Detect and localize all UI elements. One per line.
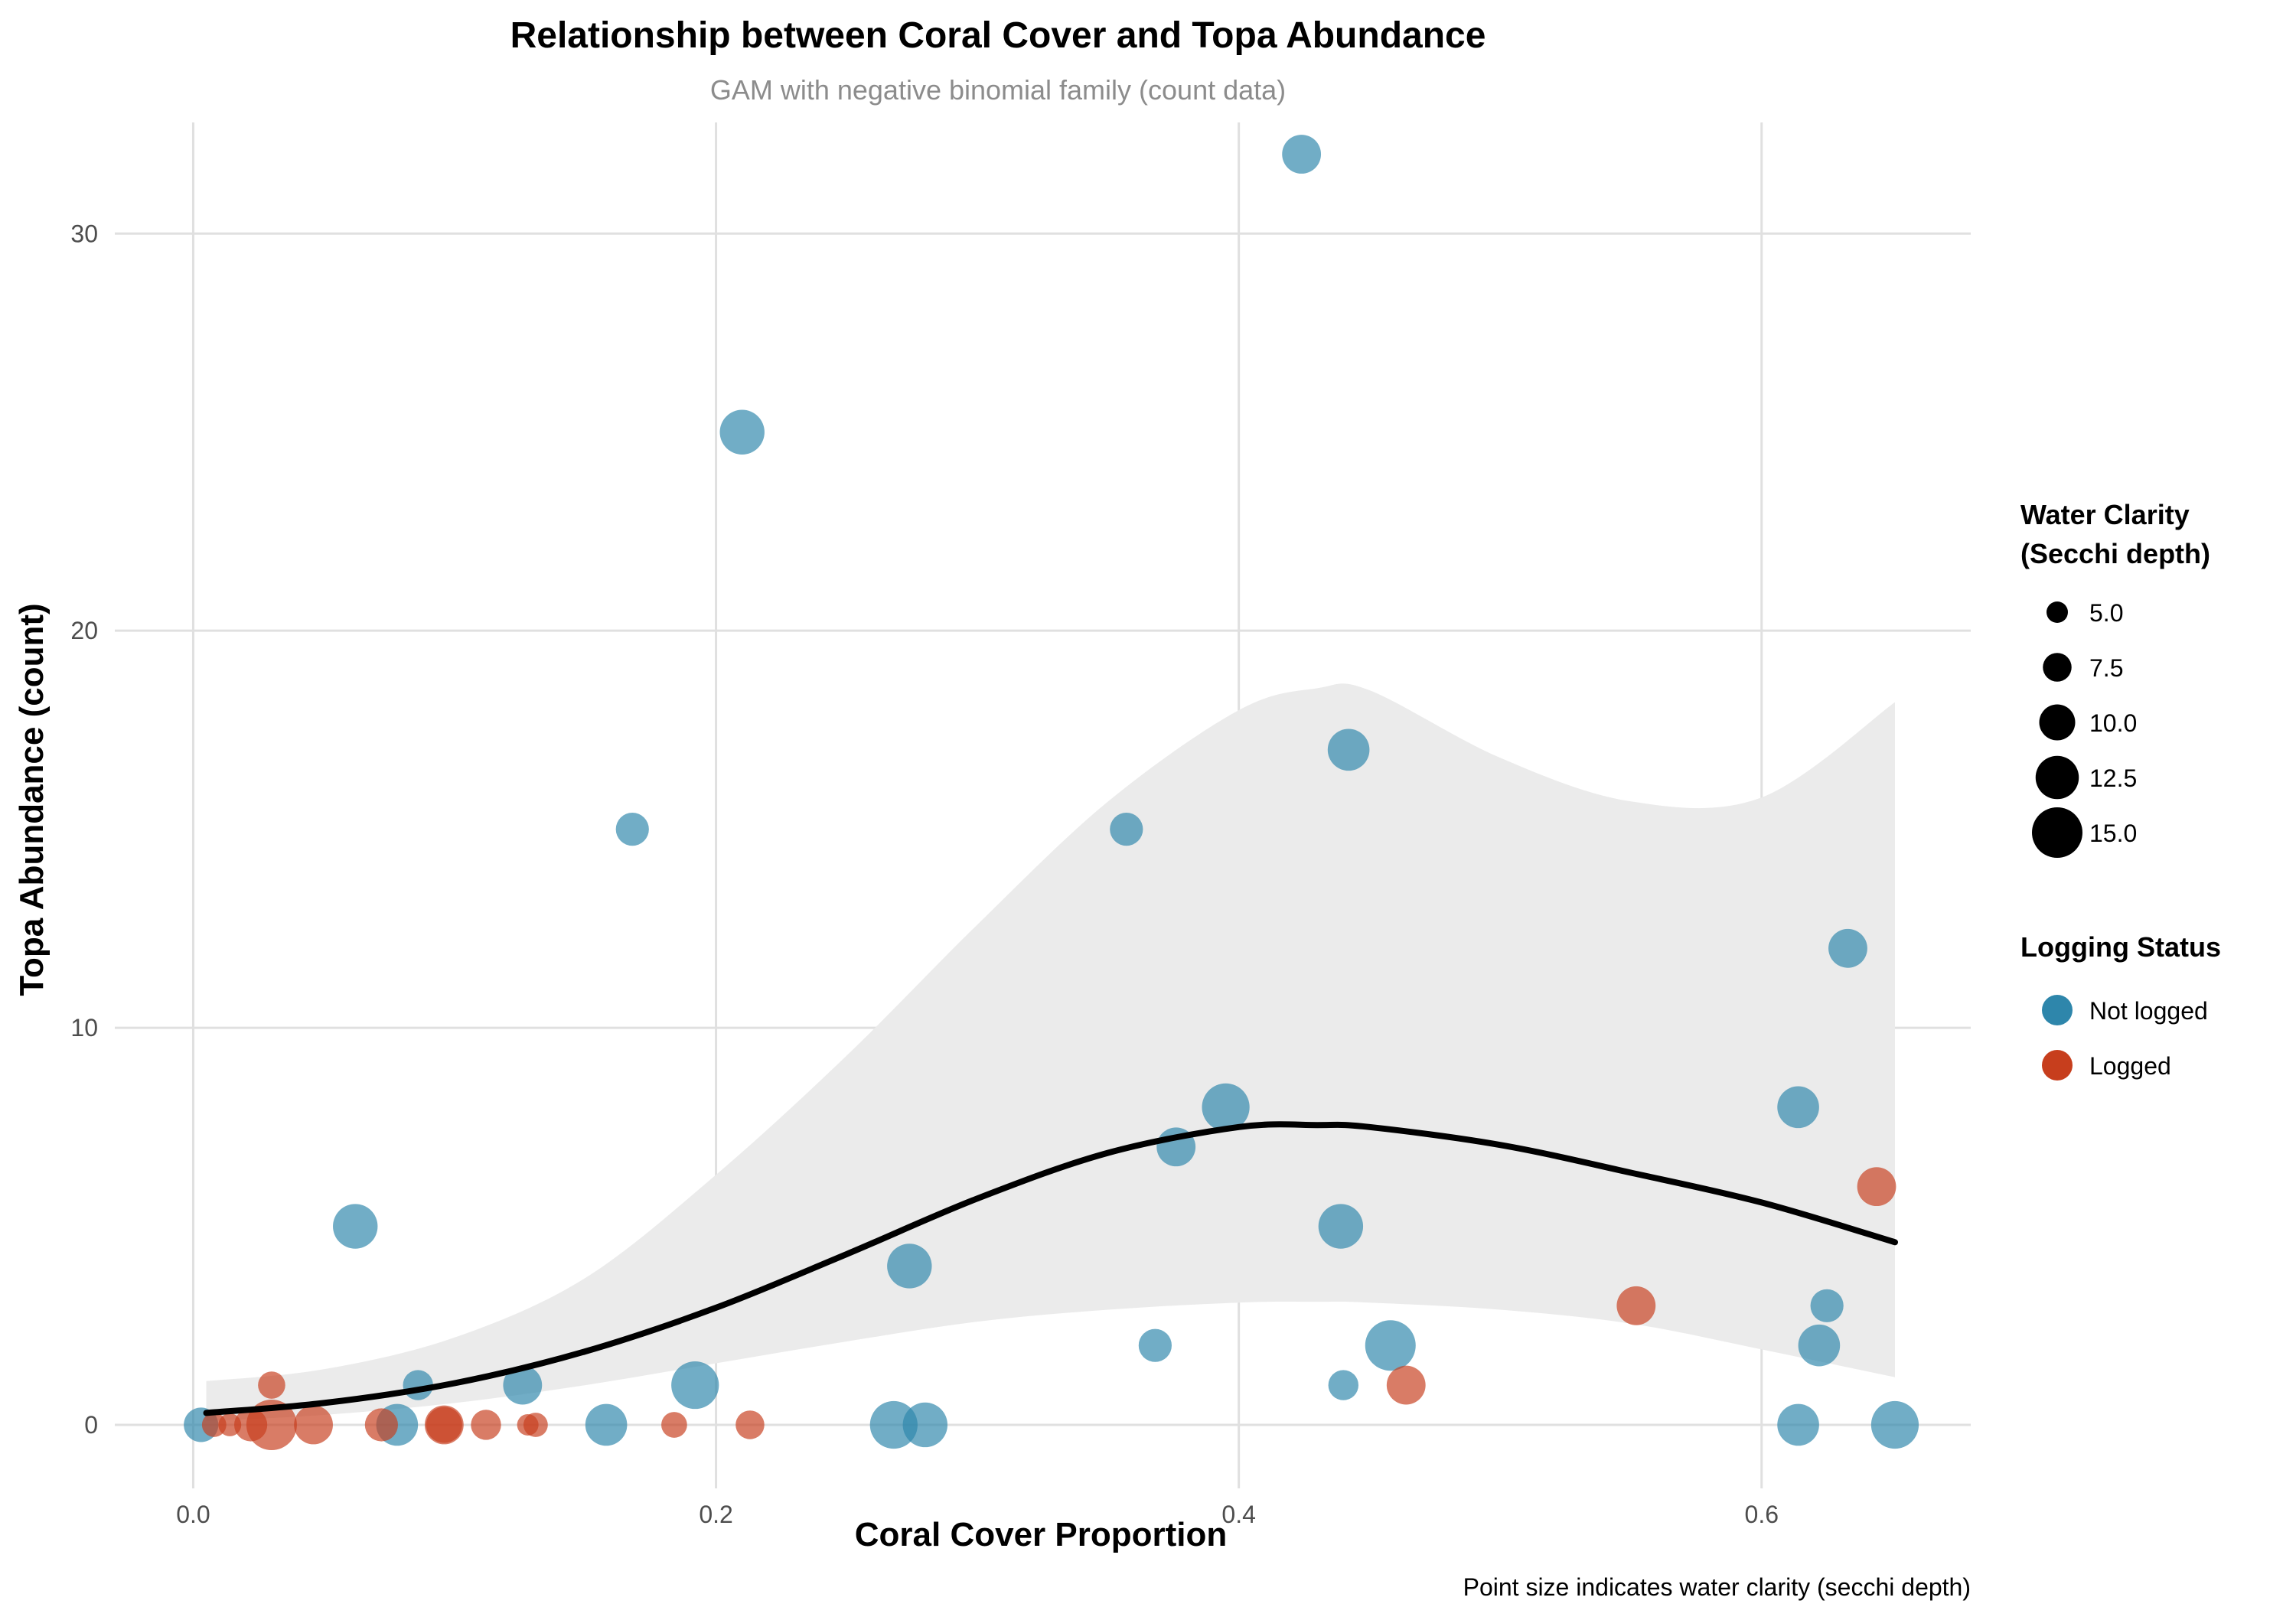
grid-lines [115,122,1971,1488]
not-logged-point [671,1361,719,1410]
not-logged-point [1810,1289,1844,1322]
gam-smooth-line [203,1121,1898,1416]
size-legend-items: 5.0 7.5 10.0 12.5 15.0 [2032,599,2137,858]
chart-caption: Point size indicates water clarity (secc… [1463,1573,1971,1601]
logged-point [258,1371,285,1399]
not-logged-point [902,1402,948,1448]
color-legend-items: Not logged Logged [2042,995,2208,1081]
size-legend-label: 5.0 [2089,599,2123,627]
size-legend-label: 12.5 [2089,764,2137,792]
color-legend-title: Logging Status [2020,931,2221,963]
not-logged-point [869,1400,918,1449]
not-logged-point [1798,1324,1841,1367]
x-tick-label: 0.6 [1745,1501,1779,1528]
y-tick-label: 20 [70,617,98,644]
size-legend-title-line-1: Water Clarity [2020,499,2190,530]
logged-point [294,1405,333,1445]
not-logged-point [1777,1086,1819,1129]
not-logged-point [1318,1204,1364,1249]
logged-point [735,1410,765,1439]
size-legend-key [2047,601,2068,623]
not-logged-point [333,1204,378,1249]
not-logged-point [1282,135,1322,174]
not-logged-point [615,813,649,846]
color-legend-key [2042,1050,2073,1081]
not-logged-point [1202,1083,1250,1131]
x-tick-label: 0.4 [1221,1501,1255,1528]
y-tick-label: 10 [70,1014,98,1041]
size-legend-label: 7.5 [2089,654,2123,682]
logged-point [426,1407,462,1443]
x-tick-label: 0.2 [699,1501,732,1528]
not-logged-point [887,1244,932,1289]
y-tick-label: 30 [70,220,98,247]
size-legend-key [2043,653,2072,682]
not-logged-point [503,1365,543,1405]
color-legend-label: Logged [2089,1052,2171,1080]
not-logged-point [585,1403,628,1446]
size-legend-label: 10.0 [2089,709,2137,737]
not-logged-point [1138,1328,1172,1362]
data-points [184,135,1919,1450]
size-legend-title-line-2: (Secchi depth) [2020,538,2210,569]
not-logged-point [1328,1370,1358,1400]
chart-subtitle: GAM with negative binomial family (count… [710,74,1286,106]
not-logged-point [1365,1320,1416,1371]
size-legend-key [2035,755,2079,800]
logged-point [471,1410,501,1440]
not-logged-point [719,409,765,455]
size-legend-key [2039,704,2076,741]
not-logged-point [1870,1400,1919,1449]
x-axis-title: Coral Cover Proportion [855,1516,1228,1553]
y-axis-title: Topa Abundance (count) [13,603,51,996]
color-legend-key [2042,995,2073,1025]
logged-point [1386,1365,1426,1405]
size-legend-label: 15.0 [2089,820,2137,847]
size-legend: Water Clarity (Secchi depth) 5.0 7.5 10.0 1… [2020,499,2210,858]
logged-point [246,1399,297,1450]
logged-point [1857,1167,1896,1207]
color-legend-label: Not logged [2089,997,2208,1025]
y-tick-label: 0 [84,1411,98,1439]
confidence-ribbon [206,683,1895,1421]
not-logged-point [1110,813,1143,846]
logged-point [364,1408,398,1442]
not-logged-point [1777,1403,1819,1446]
logged-point [661,1412,687,1438]
logged-point [1616,1286,1656,1325]
tick-labels: 0.0 0.2 0.4 0.6 0 10 20 30 [70,220,1779,1528]
logged-point [523,1413,548,1437]
not-logged-point [1327,729,1370,771]
size-legend-key [2032,807,2082,858]
color-legend: Logging Status Not logged Logged [2020,931,2221,1081]
chart-title: Relationship between Coral Cover and Top… [510,15,1486,56]
not-logged-point [1828,928,1867,968]
x-tick-label: 0.0 [176,1501,210,1528]
